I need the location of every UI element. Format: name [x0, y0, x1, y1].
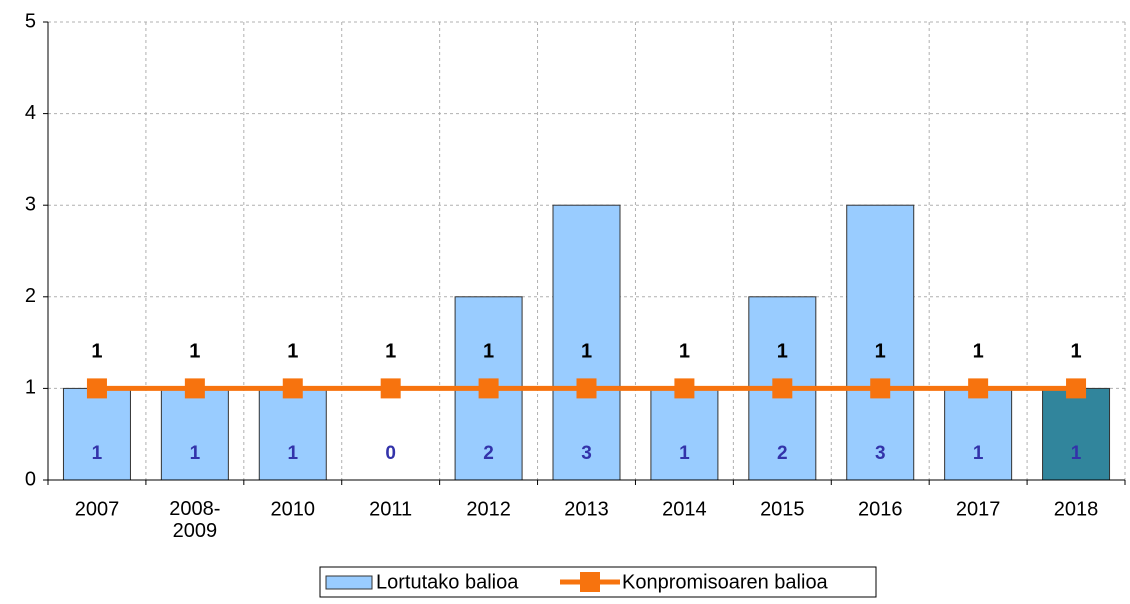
bar-value-label: 1	[287, 443, 298, 464]
line-marker	[184, 378, 205, 399]
x-tick-label: 2014	[662, 498, 707, 520]
x-tick-label: 2010	[271, 498, 316, 520]
line-marker	[282, 378, 303, 399]
bar	[846, 204, 915, 481]
line-marker	[870, 378, 891, 399]
bar	[258, 387, 327, 481]
line-marker	[772, 378, 793, 399]
bar-value-label: 3	[581, 443, 592, 464]
line-value-label: 1	[973, 341, 984, 363]
line-marker	[478, 378, 499, 399]
legend-label: Lortutako balioa	[376, 571, 519, 593]
line-marker	[86, 378, 107, 399]
line-value-label: 1	[1070, 341, 1081, 363]
line-value-label: 1	[287, 341, 298, 363]
bar-value-label: 2	[483, 443, 494, 464]
bar	[650, 387, 719, 481]
bar	[160, 387, 229, 481]
x-tick-label: 2018	[1054, 498, 1099, 520]
y-tick-label: 3	[25, 193, 36, 215]
x-tick-label: 2016	[858, 498, 903, 520]
y-tick-label: 2	[25, 285, 36, 307]
bar-value-label: 1	[1071, 443, 1082, 464]
line-value-label: 1	[189, 341, 200, 363]
line-value-label: 1	[777, 341, 788, 363]
x-tick-label: 2013	[564, 498, 609, 520]
line-value-label: 1	[385, 341, 396, 363]
line-marker	[576, 378, 597, 399]
bar-value-label: 1	[92, 443, 103, 464]
x-tick-label: 2011	[369, 498, 412, 520]
bar	[62, 387, 131, 481]
line-marker	[380, 378, 401, 399]
legend-swatch-marker	[580, 572, 600, 592]
line-value-label: 1	[91, 341, 102, 363]
bar-value-label: 2	[777, 443, 788, 464]
y-tick-label: 5	[25, 10, 36, 32]
bar-value-label: 0	[385, 443, 396, 464]
y-tick-label: 1	[25, 377, 36, 399]
y-tick-label: 0	[25, 468, 36, 490]
x-tick-label: 2015	[760, 498, 805, 520]
line-value-label: 1	[483, 341, 494, 363]
bar-value-label: 1	[679, 443, 690, 464]
line-marker	[968, 378, 989, 399]
line-value-label: 1	[679, 341, 690, 363]
line-marker	[674, 378, 695, 399]
x-tick-label: 2008-2009	[169, 498, 220, 542]
bar-value-label: 1	[973, 443, 984, 464]
legend-swatch	[325, 575, 373, 590]
line-value-label: 1	[875, 341, 886, 363]
bar-value-label: 3	[875, 443, 886, 464]
x-tick-label: 2012	[466, 498, 511, 520]
bar	[552, 204, 621, 481]
bar	[944, 387, 1013, 481]
line-marker	[1066, 378, 1087, 399]
bar	[1042, 387, 1111, 481]
x-tick-label: 2007	[75, 498, 120, 520]
line-value-label: 1	[581, 341, 592, 363]
legend-label: Konpromisoaren balioa	[622, 571, 829, 593]
x-tick-label: 2017	[956, 498, 1001, 520]
y-tick-label: 4	[25, 102, 36, 124]
bar-value-label: 1	[190, 443, 201, 464]
